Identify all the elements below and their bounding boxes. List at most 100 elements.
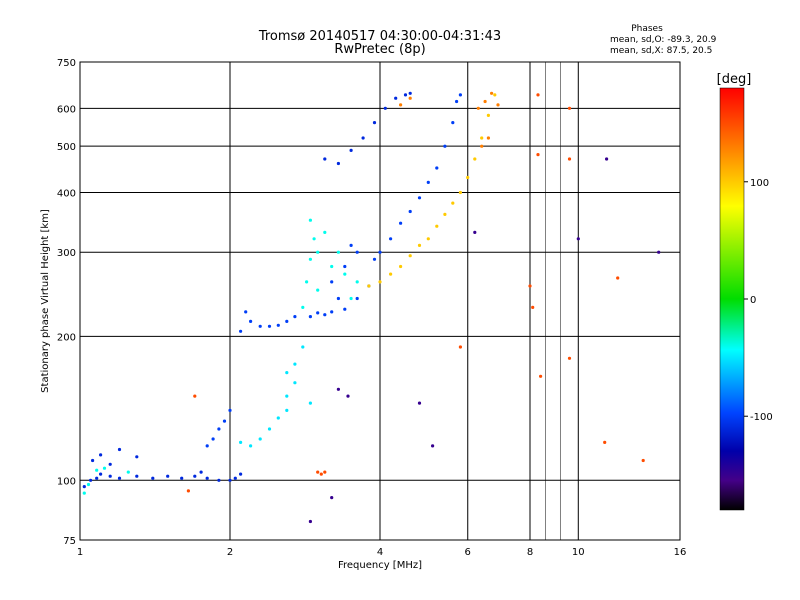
data-point: [199, 470, 203, 474]
x-tick-label: 16: [674, 547, 687, 558]
data-point: [180, 476, 184, 480]
data-point: [408, 209, 412, 214]
phases-heading: Phases: [631, 24, 663, 34]
data-point: [394, 96, 398, 100]
data-point: [372, 121, 377, 125]
data-point: [205, 444, 209, 448]
y-tick-label: 75: [63, 536, 76, 547]
data-point: [228, 478, 232, 482]
data-point: [102, 466, 107, 470]
y-tick-label: 400: [57, 188, 76, 199]
data-point: [493, 93, 497, 97]
data-point: [435, 224, 439, 228]
data-point: [399, 221, 403, 225]
data-point: [135, 455, 139, 459]
data-point: [217, 478, 221, 482]
data-point: [233, 476, 237, 480]
data-point: [293, 362, 297, 366]
data-point: [349, 148, 353, 152]
data-point: [372, 257, 377, 261]
data-point: [285, 319, 289, 323]
x-axis-ticks: 1 2 4 6 8 10 16: [77, 547, 687, 558]
data-point: [99, 453, 103, 457]
data-point: [186, 489, 190, 493]
data-point: [323, 157, 327, 161]
data-points: [82, 91, 661, 524]
data-point: [531, 305, 535, 309]
data-point: [486, 136, 490, 140]
data-point: [451, 121, 455, 125]
data-point: [476, 106, 480, 110]
x-tick-label: 1: [77, 547, 83, 558]
data-point: [361, 136, 365, 140]
data-point: [346, 394, 350, 398]
data-point: [308, 519, 312, 524]
data-point: [480, 144, 484, 148]
data-point: [417, 196, 422, 200]
data-point: [443, 212, 447, 216]
x-tick-label: 6: [465, 547, 471, 558]
data-point: [301, 305, 305, 309]
data-point: [616, 276, 620, 280]
data-point: [466, 175, 470, 180]
y-tick-label: 750: [57, 58, 76, 69]
data-point: [82, 491, 86, 495]
data-point: [323, 230, 327, 234]
data-point: [82, 485, 86, 489]
data-point: [435, 166, 439, 170]
data-point: [108, 462, 112, 466]
data-point: [367, 284, 371, 288]
data-point: [603, 440, 607, 444]
data-point: [249, 319, 253, 323]
data-point: [528, 284, 532, 288]
data-point: [480, 136, 484, 140]
data-point: [483, 99, 487, 104]
data-point: [496, 103, 500, 107]
data-point: [267, 427, 272, 431]
data-point: [205, 476, 209, 480]
data-point: [343, 264, 347, 269]
data-point: [244, 310, 248, 314]
data-point: [211, 437, 215, 441]
data-point: [89, 478, 93, 482]
x-tick-label: 8: [527, 547, 533, 558]
data-point: [458, 190, 462, 195]
data-point: [166, 474, 170, 478]
data-point: [349, 243, 353, 247]
data-point: [258, 324, 262, 328]
data-point: [239, 472, 243, 476]
data-point: [336, 296, 340, 301]
data-point: [135, 474, 139, 478]
data-point: [312, 237, 316, 241]
data-point: [378, 280, 382, 284]
data-point: [426, 237, 430, 241]
data-point: [657, 250, 661, 254]
data-point: [408, 254, 412, 258]
data-point: [455, 99, 459, 104]
data-point: [308, 315, 312, 319]
data-point: [389, 237, 393, 241]
data-point: [330, 264, 334, 269]
data-point: [308, 257, 312, 261]
grid: [80, 62, 680, 540]
data-point: [383, 106, 387, 110]
y-axis-label: Stationary phase Virtual Height [km]: [40, 209, 51, 393]
data-point: [239, 329, 243, 333]
phases-o-line: mean, sd,O: -89.3, 20.9: [610, 35, 717, 45]
x-tick-label: 4: [377, 547, 383, 558]
data-point: [486, 113, 490, 117]
data-point: [355, 250, 359, 254]
colorbar-tick-label: -100: [750, 412, 773, 423]
x-tick-label: 10: [572, 547, 585, 558]
data-point: [330, 496, 334, 500]
data-point: [378, 250, 382, 254]
data-point: [99, 472, 103, 476]
data-point: [399, 264, 403, 269]
data-point: [355, 280, 359, 284]
colorbar-label: [deg]: [717, 72, 752, 87]
data-point: [451, 201, 455, 205]
data-point: [95, 468, 99, 472]
colorbar-tick-label: 100: [750, 178, 769, 189]
x-tick-label: 2: [227, 547, 233, 558]
phases-x-line: mean, sd,X: 87.5, 20.5: [610, 46, 712, 56]
